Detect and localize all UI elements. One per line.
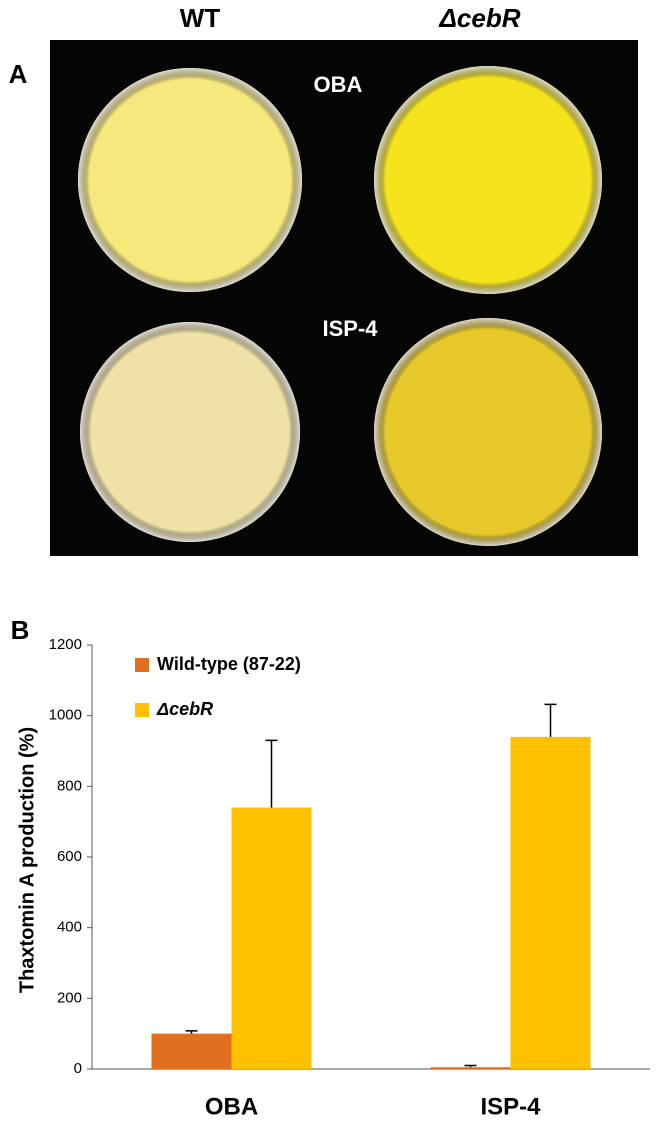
x-tick-label: ISP-4	[480, 1093, 541, 1120]
column-label: WT	[180, 3, 221, 33]
y-tick-label: 0	[74, 1060, 82, 1077]
error-bar	[185, 1030, 198, 1034]
y-tick-label: 1000	[49, 707, 82, 724]
petri-rim	[374, 66, 602, 294]
y-tick-label: 200	[57, 989, 82, 1006]
bar	[151, 1033, 232, 1069]
bar	[430, 1067, 511, 1069]
legend-swatch	[135, 658, 149, 672]
bar	[231, 807, 312, 1069]
error-bar	[544, 703, 557, 737]
petri-rim	[80, 322, 300, 542]
petri-rim	[78, 68, 302, 292]
y-tick-label: 800	[57, 777, 82, 794]
panel-label: B	[11, 615, 30, 645]
legend-label: ΔcebR	[156, 699, 213, 719]
y-tick-label: 400	[57, 919, 82, 936]
y-axis-title: Thaxtomin A production (%)	[16, 727, 38, 993]
row-label: OBA	[314, 72, 363, 97]
y-tick-label: 1200	[49, 636, 82, 653]
panel-label: A	[9, 59, 28, 89]
error-bar	[464, 1064, 477, 1068]
row-label: ISP-4	[322, 316, 378, 341]
legend-label: Wild-type (87-22)	[157, 654, 301, 674]
petri-rim	[374, 318, 602, 546]
y-tick-label: 600	[57, 848, 82, 865]
error-bar	[265, 739, 278, 808]
legend-swatch	[135, 703, 149, 717]
x-tick-label: OBA	[205, 1093, 258, 1120]
bar	[510, 736, 591, 1069]
column-label: ΔcebR	[438, 3, 520, 33]
